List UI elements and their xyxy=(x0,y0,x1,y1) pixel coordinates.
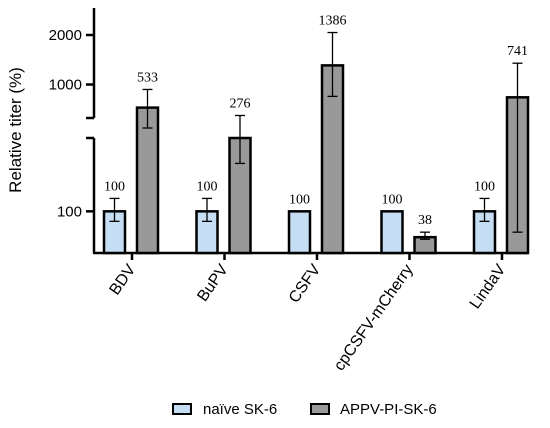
legend-swatch xyxy=(310,403,330,415)
bars xyxy=(102,31,530,255)
bar xyxy=(380,210,404,255)
data-label: 100 xyxy=(104,179,125,194)
y-axis-title: Relative titer (%) xyxy=(6,67,25,193)
x-tick-label: BDV xyxy=(106,261,139,298)
x-tick-label: LindaV xyxy=(467,261,510,312)
data-label: 100 xyxy=(289,192,310,207)
data-label: 100 xyxy=(382,192,403,207)
x-tick-label: CSFV xyxy=(286,261,325,306)
legend-label: APPV-PI-SK-6 xyxy=(340,401,437,418)
data-label: 100 xyxy=(474,179,495,194)
data-label: 741 xyxy=(507,44,528,59)
data-label: 276 xyxy=(230,97,251,112)
x-tick-label: BuPV xyxy=(194,261,232,305)
data-label: 38 xyxy=(418,213,432,228)
legend: naïve SK-6 APPV-PI-SK-6 xyxy=(172,401,437,418)
bar xyxy=(135,106,160,255)
y-tick-label: 100 xyxy=(57,203,82,220)
x-tick-label: cpCSFV-mCherry xyxy=(331,262,417,374)
legend-label: naïve SK-6 xyxy=(203,401,277,418)
y-tick-label: 1000 xyxy=(49,77,82,94)
y-tick-label: 2000 xyxy=(49,27,82,44)
bar xyxy=(287,210,312,255)
labels: 100 1000 2000 100 533 BDV 100 276 BuPV 100 1386 CSF… xyxy=(49,14,528,374)
data-label: 533 xyxy=(137,70,158,85)
data-label: 1386 xyxy=(319,14,347,29)
legend-swatch xyxy=(172,403,192,415)
data-label: 100 xyxy=(197,179,218,194)
